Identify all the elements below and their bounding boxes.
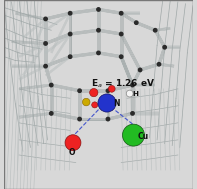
Text: O: O: [69, 148, 75, 157]
Circle shape: [44, 17, 47, 21]
Circle shape: [106, 117, 110, 121]
Circle shape: [153, 29, 157, 32]
Circle shape: [123, 124, 144, 146]
Circle shape: [119, 55, 123, 58]
Text: E$_a$ = 1.26 eV: E$_a$ = 1.26 eV: [91, 78, 155, 90]
Text: N: N: [113, 99, 119, 108]
Circle shape: [82, 98, 90, 106]
Circle shape: [138, 68, 142, 72]
Circle shape: [126, 90, 133, 97]
Circle shape: [92, 102, 98, 108]
Circle shape: [157, 63, 161, 66]
Circle shape: [90, 88, 98, 97]
Circle shape: [97, 29, 100, 32]
Circle shape: [78, 117, 81, 121]
Circle shape: [65, 135, 81, 151]
Circle shape: [68, 12, 72, 15]
Circle shape: [131, 112, 134, 115]
Circle shape: [131, 83, 134, 87]
Circle shape: [108, 85, 115, 92]
Circle shape: [68, 55, 72, 58]
Circle shape: [97, 51, 100, 55]
Circle shape: [97, 8, 100, 11]
Circle shape: [44, 64, 47, 68]
Circle shape: [44, 42, 47, 45]
Circle shape: [68, 32, 72, 36]
Circle shape: [50, 112, 53, 115]
Circle shape: [50, 83, 53, 87]
Circle shape: [106, 89, 110, 92]
Text: H: H: [132, 91, 138, 97]
Circle shape: [135, 21, 138, 24]
Circle shape: [119, 12, 123, 15]
Text: Cu: Cu: [138, 132, 149, 141]
Circle shape: [78, 89, 81, 92]
Circle shape: [163, 46, 166, 49]
Circle shape: [119, 32, 123, 36]
Circle shape: [98, 94, 116, 112]
